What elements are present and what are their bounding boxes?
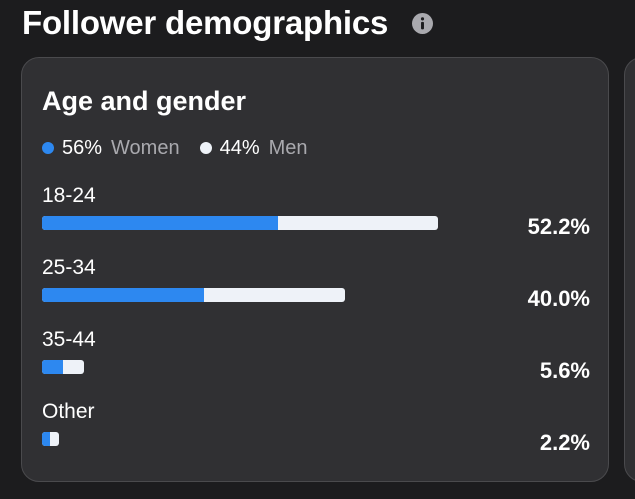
next-card-edge	[624, 57, 635, 482]
legend-men: 44% Men	[199, 136, 308, 160]
age-row-25-34: 25-34 40.0%	[42, 256, 590, 316]
legend: 56% Women 44% Men	[42, 136, 328, 160]
age-row-bar-women	[42, 432, 51, 446]
women-dot-icon	[42, 142, 54, 154]
age-row-bar	[42, 360, 85, 374]
age-row-label: 18-24	[42, 184, 96, 207]
legend-men-pct: 44%	[219, 136, 260, 159]
age-row-bar	[42, 432, 59, 446]
age-row-pct: 52.2%	[527, 214, 590, 239]
age-row-label: Other	[42, 400, 95, 423]
page-title: Follower demographics	[22, 4, 389, 41]
age-row-label: 35-44	[42, 328, 96, 351]
legend-men-label: Men	[268, 136, 308, 159]
age-row-18-24: 18-24 52.2%	[42, 184, 590, 244]
legend-women-label: Women	[111, 136, 180, 159]
card-title: Age and gender	[42, 86, 247, 116]
age-row-bar	[42, 288, 346, 302]
age-row-pct: 5.6%	[539, 358, 590, 383]
age-row-bar-women	[42, 360, 64, 374]
legend-women-pct: 56%	[62, 136, 103, 159]
legend-women: 56% Women	[42, 137, 180, 160]
age-gender-card: Age and gender 56% Women 44% Men 18-24 5…	[21, 57, 609, 482]
info-icon[interactable]	[412, 13, 433, 34]
age-row-pct: 40.0%	[527, 286, 590, 311]
age-row-other: Other 2.2%	[42, 400, 590, 460]
men-dot-icon	[199, 142, 212, 154]
age-row-bar	[42, 216, 438, 230]
age-row-35-44: 35-44 5.6%	[42, 328, 590, 388]
age-row-bar-women	[42, 288, 205, 302]
age-row-pct: 2.2%	[539, 430, 590, 455]
age-row-label: 25-34	[42, 256, 96, 279]
age-row-bar-women	[42, 216, 278, 230]
